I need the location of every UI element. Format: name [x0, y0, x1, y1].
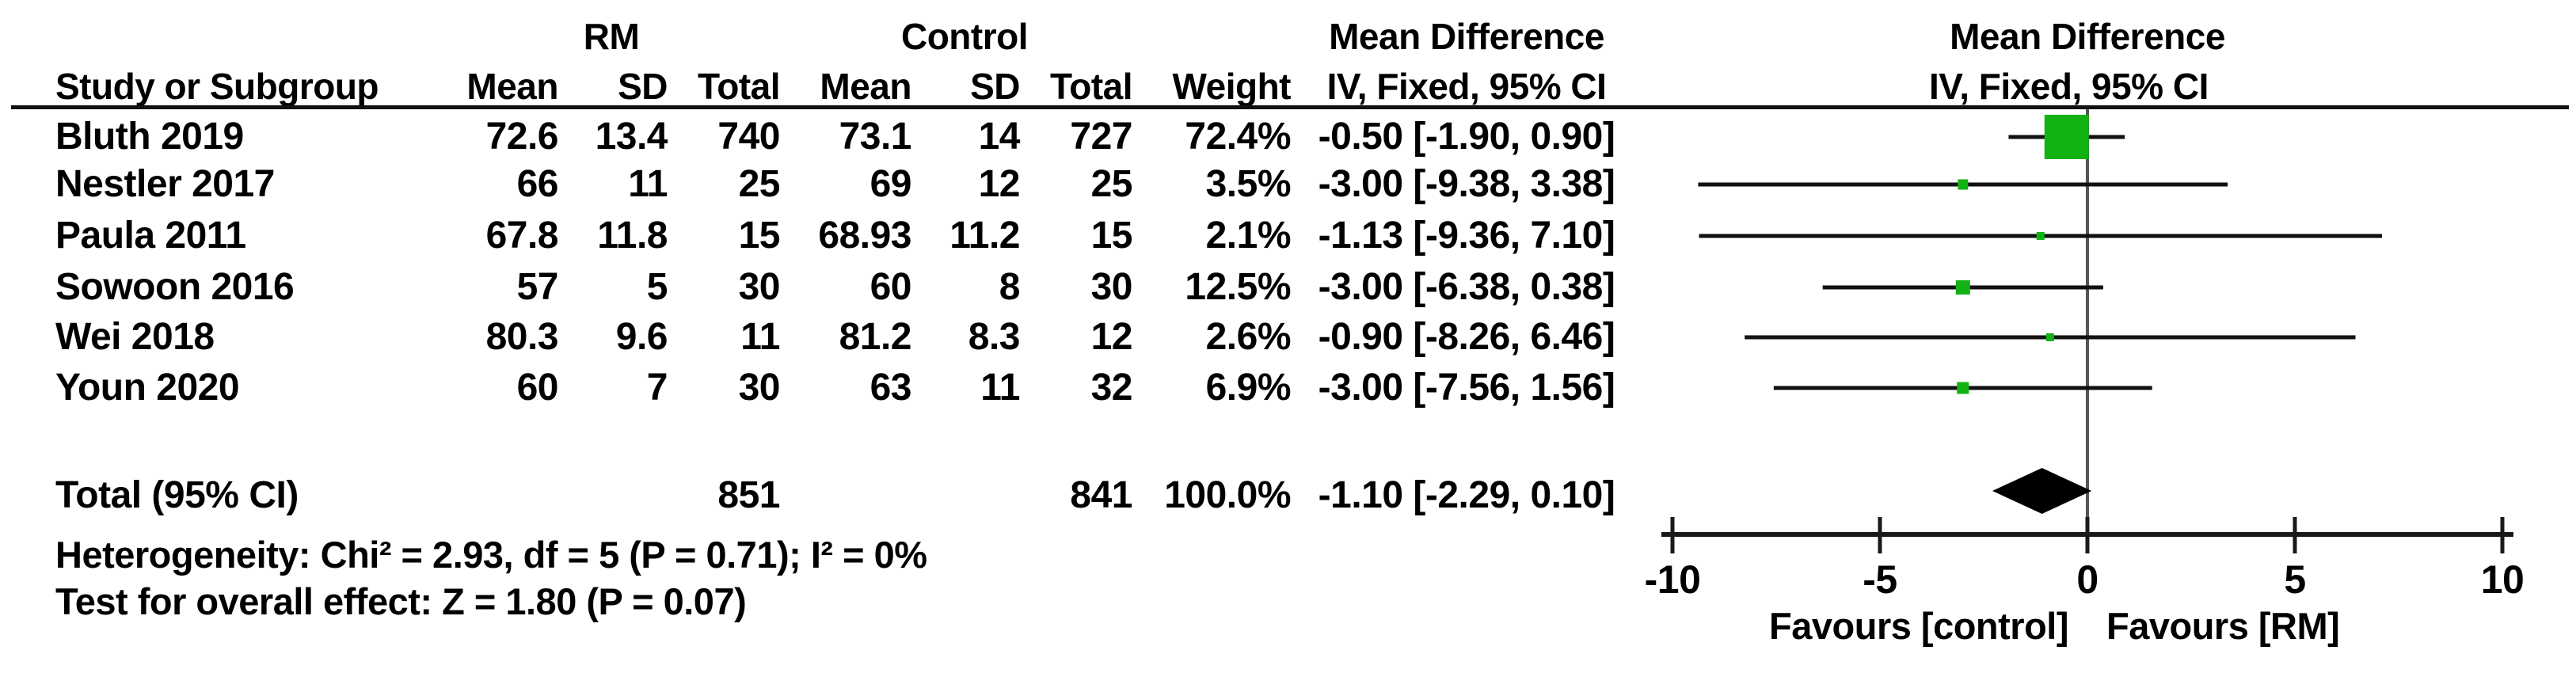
study-control-sd: 8.3 — [968, 316, 1021, 358]
study-control-total: 15 — [1090, 215, 1133, 257]
group-header-control: Control — [900, 16, 1029, 57]
group-header-rm: RM — [583, 16, 640, 57]
study-control-mean: 60 — [869, 266, 912, 308]
study-study-name: Sowoon 2016 — [55, 266, 295, 308]
effect-square — [2044, 115, 2089, 159]
total-weight: 100.0% — [1164, 474, 1291, 516]
favours-rm-label: Favours [RM] — [2106, 605, 2340, 647]
axis-tick-label: -10 — [1644, 557, 1701, 602]
group-header-mean-difference-right: Mean Difference — [1950, 16, 2225, 57]
heterogeneity-text: Heterogeneity: Chi² = 2.93, df = 5 (P = … — [55, 534, 927, 576]
study-rm-sd: 13.4 — [595, 116, 668, 158]
study-rm-mean: 57 — [516, 266, 559, 308]
study-weight: 6.9% — [1205, 367, 1292, 409]
study-weight: 72.4% — [1185, 116, 1291, 158]
study-control-sd: 12 — [978, 163, 1021, 205]
study-rm-total: 740 — [717, 116, 780, 158]
study-study-name: Nestler 2017 — [55, 163, 275, 205]
column-header-weight: Weight — [1172, 66, 1292, 107]
study-control-sd: 8 — [999, 266, 1021, 308]
study-study-name: Paula 2011 — [55, 215, 246, 257]
effect-square — [2036, 232, 2045, 240]
study-ci-text: -0.90 [-8.26, 6.46] — [1318, 316, 1615, 358]
total-diamond — [1992, 468, 2092, 514]
study-rm-sd: 11 — [628, 163, 668, 205]
effect-square — [1958, 179, 1969, 190]
study-control-mean: 73.1 — [839, 116, 912, 158]
study-study-name: Bluth 2019 — [55, 116, 244, 158]
total-rm-total: 851 — [717, 474, 780, 516]
axis-tick-label: 5 — [2284, 557, 2306, 602]
column-header-ci-right: IV, Fixed, 95% CI — [1929, 66, 2209, 107]
study-study-name: Wei 2018 — [55, 316, 215, 358]
study-control-sd: 11.2 — [949, 215, 1020, 257]
axis-tick-label: -5 — [1863, 557, 1897, 602]
effect-square — [1957, 382, 1969, 394]
total-control-total: 841 — [1070, 474, 1132, 516]
overall-effect-text: Test for overall effect: Z = 1.80 (P = 0… — [55, 580, 747, 622]
study-control-total: 32 — [1090, 367, 1133, 409]
column-header-rm-mean: Mean — [466, 66, 558, 107]
study-rm-sd: 7 — [646, 367, 668, 409]
study-control-total: 25 — [1090, 163, 1133, 205]
study-control-total: 12 — [1090, 316, 1133, 358]
total-ci-text: -1.10 [-2.29, 0.10] — [1318, 474, 1615, 516]
study-rm-sd: 9.6 — [615, 316, 668, 358]
favours-control-label: Favours [control] — [1769, 605, 2068, 647]
study-control-mean: 63 — [869, 367, 912, 409]
column-header-rm-sd: SD — [618, 66, 668, 107]
study-rm-total: 30 — [738, 266, 781, 308]
column-header-control-mean: Mean — [820, 66, 911, 107]
study-rm-total: 30 — [738, 367, 781, 409]
study-ci-text: -0.50 [-1.90, 0.90] — [1318, 116, 1615, 158]
study-study-name: Youn 2020 — [55, 367, 240, 409]
study-rm-mean: 67.8 — [485, 215, 559, 257]
effect-square — [1955, 280, 1970, 295]
study-control-total: 727 — [1070, 116, 1132, 158]
study-weight: 3.5% — [1205, 163, 1292, 205]
effect-square — [2045, 333, 2054, 341]
study-ci-text: -3.00 [-9.38, 3.38] — [1318, 163, 1615, 205]
study-ci-text: -1.13 [-9.36, 7.10] — [1318, 215, 1615, 257]
study-ci-text: -3.00 [-7.56, 1.56] — [1318, 367, 1615, 409]
study-rm-sd: 11.8 — [597, 215, 668, 257]
study-control-mean: 69 — [869, 163, 912, 205]
study-rm-total: 25 — [738, 163, 781, 205]
column-header-study: Study or Subgroup — [55, 66, 379, 107]
study-rm-mean: 66 — [516, 163, 559, 205]
study-control-sd: 11 — [980, 367, 1020, 409]
study-rm-mean: 80.3 — [485, 316, 559, 358]
axis-tick-label: 0 — [2076, 557, 2098, 602]
study-ci-text: -3.00 [-6.38, 0.38] — [1318, 266, 1615, 308]
study-control-total: 30 — [1090, 266, 1133, 308]
study-control-mean: 81.2 — [839, 316, 912, 358]
axis-tick-label: 10 — [2480, 557, 2525, 602]
column-header-control-sd: SD — [970, 66, 1020, 107]
column-header-ci-left: IV, Fixed, 95% CI — [1326, 66, 1607, 107]
study-rm-mean: 72.6 — [485, 116, 559, 158]
study-weight: 2.6% — [1205, 316, 1292, 358]
study-weight: 12.5% — [1185, 266, 1291, 308]
study-rm-sd: 5 — [646, 266, 668, 308]
study-rm-mean: 60 — [516, 367, 559, 409]
total-row-label: Total (95% CI) — [55, 474, 299, 516]
study-weight: 2.1% — [1205, 215, 1292, 257]
header-underline — [11, 105, 2569, 109]
column-header-rm-total: Total — [698, 66, 780, 107]
study-control-sd: 14 — [978, 116, 1021, 158]
study-control-mean: 68.93 — [818, 215, 911, 257]
study-rm-total: 15 — [738, 215, 781, 257]
group-header-mean-difference-left: Mean Difference — [1329, 16, 1604, 57]
study-rm-total: 11 — [740, 316, 780, 358]
column-header-control-total: Total — [1050, 66, 1132, 107]
